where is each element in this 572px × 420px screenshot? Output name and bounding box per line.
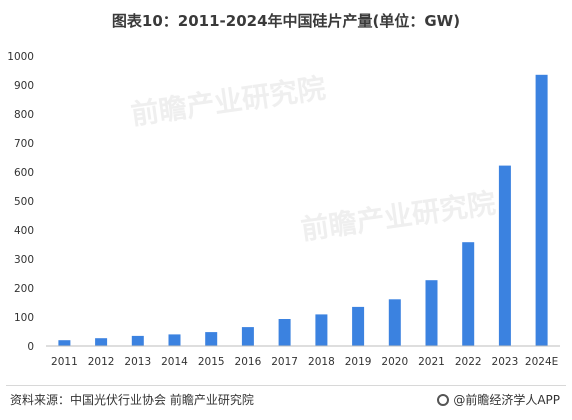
x-axis: 2011 2012 2013 2014 2015 2016 2017 2018 2019 2020…: [51, 356, 558, 368]
bar: [462, 242, 475, 346]
bar: [278, 319, 291, 346]
y-tick-label: 500: [14, 196, 34, 208]
x-tick-label: 2021: [418, 356, 445, 368]
bar: [352, 306, 365, 346]
bar: [131, 335, 144, 346]
bar: [58, 340, 71, 346]
y-tick-label: 300: [14, 254, 34, 266]
y-tick-label: 400: [14, 225, 34, 237]
x-tick-label: 2014: [161, 356, 188, 368]
bar: [205, 332, 218, 346]
x-tick-label: 2018: [308, 356, 335, 368]
bar: [388, 299, 401, 346]
x-tick-label: 2024E: [525, 356, 558, 368]
x-tick-label: 2017: [271, 356, 298, 368]
x-tick-label: 2020: [381, 356, 408, 368]
y-tick-label: 600: [14, 167, 34, 179]
source-note: 资料来源：中国光伏行业协会 前瞻产业研究院: [10, 393, 254, 407]
bar: [425, 280, 438, 346]
x-tick-label: 2012: [88, 356, 115, 368]
bar: [95, 338, 108, 346]
y-tick-label: 100: [14, 312, 34, 324]
x-tick-label: 2016: [235, 356, 262, 368]
x-tick-label: 2023: [492, 356, 519, 368]
y-tick-label: 1000: [7, 51, 34, 63]
x-tick-label: 2013: [124, 356, 151, 368]
y-tick-label: 900: [14, 80, 34, 92]
x-tick-label: 2011: [51, 356, 78, 368]
brand-logo-icon: [437, 393, 450, 406]
x-tick-label: 2019: [345, 356, 372, 368]
bar: [315, 314, 328, 346]
brand-label: @前瞻经济学人APP: [453, 393, 560, 407]
y-tick-label: 0: [27, 341, 34, 353]
bar: [498, 165, 511, 346]
bar: [168, 334, 181, 346]
bar: [241, 327, 254, 346]
x-tick-label: 2022: [455, 356, 482, 368]
bars: [58, 74, 548, 347]
bar: [535, 74, 548, 347]
y-axis: 0 100 200 300 400 500 600 700 800 900 1000: [7, 51, 34, 353]
chart-title: 图表10：2011-2024年中国硅片产量(单位：GW): [111, 12, 461, 30]
y-tick-label: 700: [14, 138, 34, 150]
footer-divider: [6, 385, 566, 386]
y-tick-label: 800: [14, 109, 34, 121]
x-tick-label: 2015: [198, 356, 225, 368]
y-tick-label: 200: [14, 283, 34, 295]
footer-brand: @前瞻经济学人APP: [437, 391, 560, 408]
